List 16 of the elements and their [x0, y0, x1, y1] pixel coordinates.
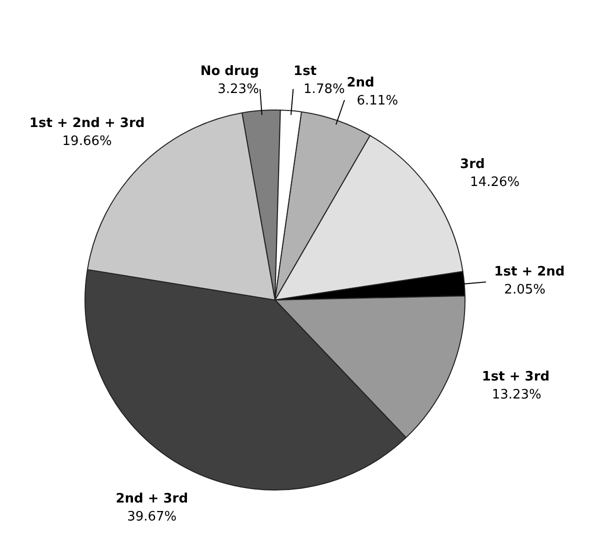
slice-label: 1st [294, 64, 317, 80]
data-label: 3.23% [218, 82, 259, 97]
slice-label: 3rd [460, 157, 485, 172]
slice-label: 1st + 3rd [482, 369, 550, 384]
slice-label: 1st + 2nd [494, 264, 565, 280]
data-label: 2.05% [504, 282, 546, 298]
data-label: 13.23% [492, 387, 542, 402]
data-label: 19.66% [62, 134, 112, 150]
data-label: 1.78% [304, 82, 345, 98]
data-label: 6.11% [356, 93, 398, 108]
slice-label: No drug [200, 64, 259, 79]
slice-label: 2nd [346, 75, 374, 90]
slice-label: 1st + 2nd + 3rd [29, 116, 145, 132]
data-label: 14.26% [470, 175, 520, 190]
data-label: 39.67% [127, 510, 177, 525]
slice-label: 2nd + 3rd [116, 492, 188, 507]
